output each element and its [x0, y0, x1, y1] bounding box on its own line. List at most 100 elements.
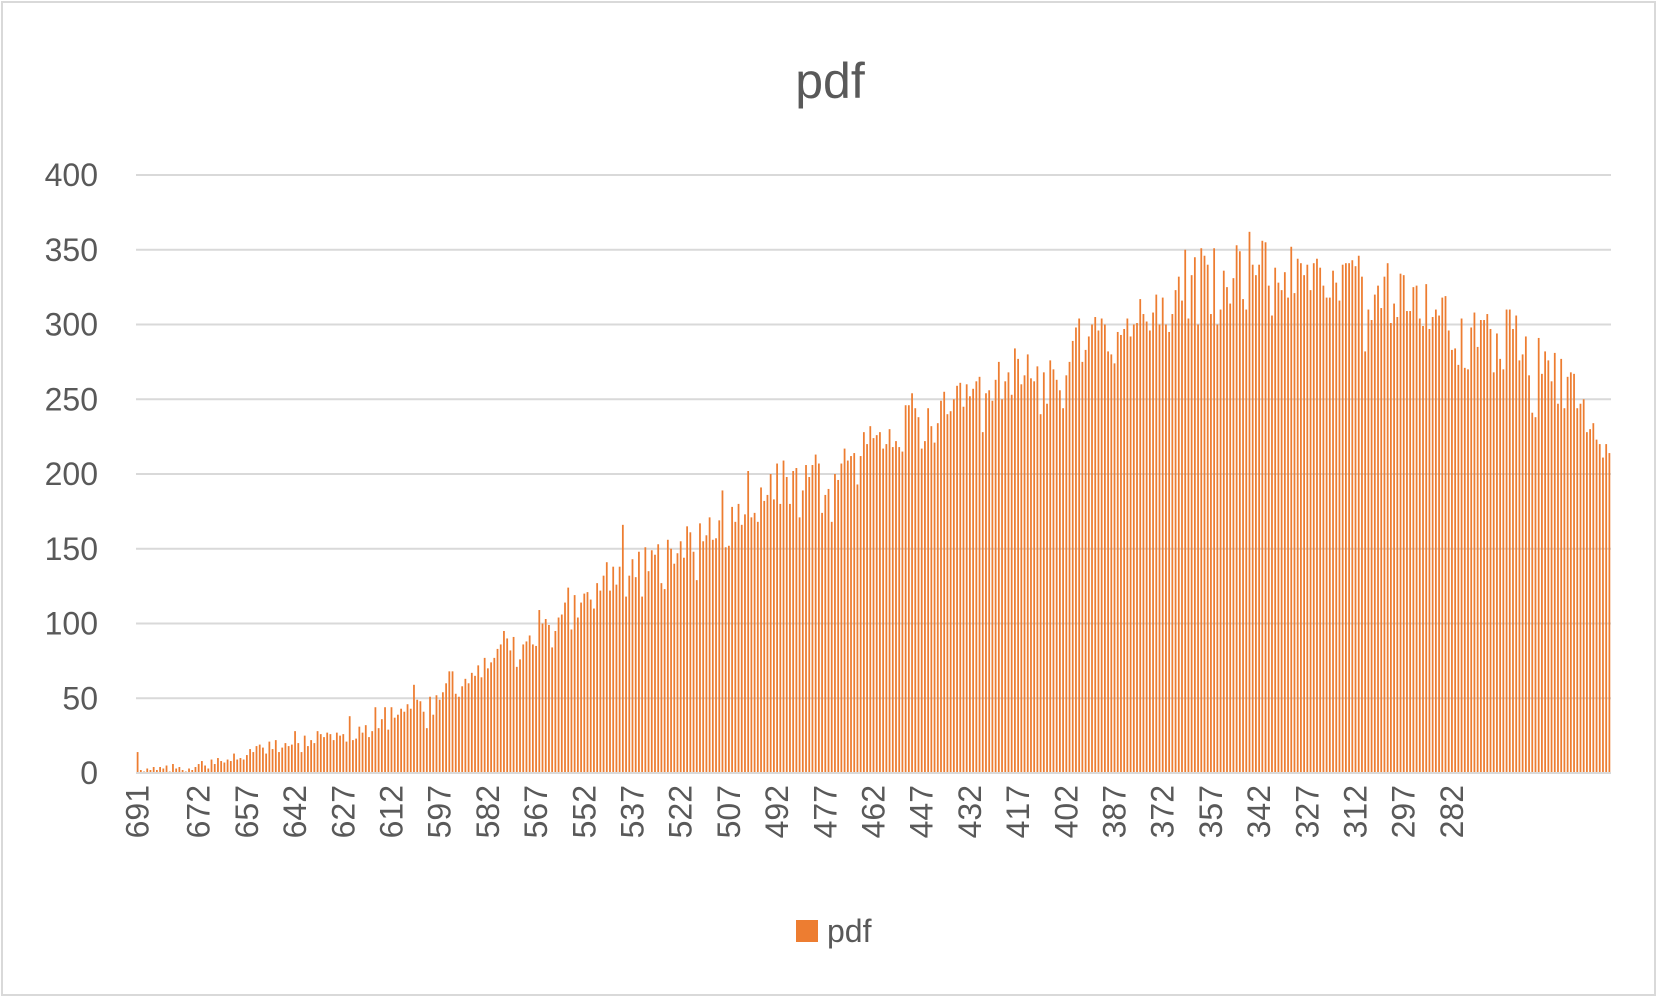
bar [323, 737, 325, 773]
bar [1354, 266, 1357, 773]
bar [1576, 408, 1579, 773]
bar [1184, 249, 1187, 773]
bar [933, 442, 936, 773]
bar [936, 423, 939, 773]
bar [522, 644, 525, 773]
bar [573, 595, 576, 773]
bar [278, 752, 280, 773]
bar [1383, 276, 1386, 773]
legend-swatch-pdf [796, 920, 818, 942]
bar [406, 704, 409, 773]
bar [348, 716, 351, 773]
bar [785, 476, 788, 773]
x-tick-label: 597 [422, 785, 458, 838]
bar [1245, 309, 1248, 773]
bar [422, 711, 425, 773]
bar [448, 671, 451, 773]
bar [1039, 414, 1042, 773]
bar [300, 752, 303, 773]
bar [1325, 297, 1328, 773]
bar [1222, 270, 1225, 773]
bar [728, 545, 730, 773]
bar [1303, 275, 1305, 773]
x-tick-label: 492 [759, 785, 795, 838]
bar [679, 541, 682, 773]
bar [1238, 251, 1241, 773]
bar [840, 463, 843, 773]
bar [1007, 372, 1010, 773]
bar [290, 744, 293, 773]
bar [843, 448, 846, 773]
bar [1197, 324, 1199, 773]
bar [313, 743, 316, 773]
x-tick-label: 282 [1434, 785, 1470, 838]
bar [1602, 457, 1604, 773]
bar [647, 571, 650, 773]
bar [1280, 290, 1283, 773]
bar [708, 517, 711, 773]
bar [1071, 340, 1074, 773]
bar [152, 767, 155, 773]
bar [583, 593, 586, 773]
bar [1467, 369, 1469, 773]
bar [1592, 423, 1595, 773]
bar [930, 426, 933, 773]
bar [162, 768, 165, 773]
bar-series-pdf [136, 231, 1611, 774]
bar [1483, 320, 1485, 773]
bar [817, 463, 820, 773]
bar [1486, 314, 1489, 773]
bar [631, 559, 634, 773]
bar [1081, 361, 1084, 774]
bar [782, 460, 785, 773]
bar [978, 376, 981, 773]
bar [156, 770, 158, 773]
bar [1557, 403, 1559, 773]
bar [670, 548, 672, 773]
bar [1033, 381, 1036, 773]
y-axis-tick-labels: 0 50 100 150 200 250 300 350 400 [45, 157, 98, 791]
bar [294, 731, 296, 773]
bar [1348, 263, 1350, 773]
bar [207, 768, 210, 773]
bar [1518, 360, 1521, 773]
bar [226, 759, 229, 773]
bar [593, 608, 595, 773]
bar [673, 563, 676, 773]
x-tick-label: 657 [229, 785, 265, 838]
bar [1174, 290, 1177, 773]
bar [834, 474, 836, 773]
bar [580, 602, 582, 773]
bar [666, 539, 669, 773]
bar [1010, 394, 1013, 773]
bar [1457, 364, 1460, 773]
bar [435, 695, 438, 773]
bar [175, 768, 178, 773]
bar [763, 500, 766, 773]
x-tick-label: 537 [614, 785, 650, 838]
bar [801, 490, 804, 773]
bar [245, 755, 248, 773]
y-tick-label: 350 [45, 232, 98, 268]
bar [262, 747, 264, 773]
bar [345, 741, 348, 773]
bar [178, 767, 181, 773]
x-tick-label: 357 [1193, 785, 1229, 838]
bar [1328, 297, 1331, 773]
bar [660, 583, 663, 773]
bar [753, 512, 756, 773]
bar [1226, 287, 1228, 774]
bar [220, 761, 223, 773]
bar [1171, 314, 1174, 773]
bar [512, 636, 515, 773]
bar [454, 693, 457, 773]
bar [335, 732, 338, 773]
bar [258, 744, 261, 773]
bar [605, 562, 608, 773]
bar [1142, 314, 1145, 773]
bar [1200, 248, 1203, 773]
bar [1062, 408, 1064, 773]
bar [303, 735, 306, 774]
bar [236, 759, 239, 773]
